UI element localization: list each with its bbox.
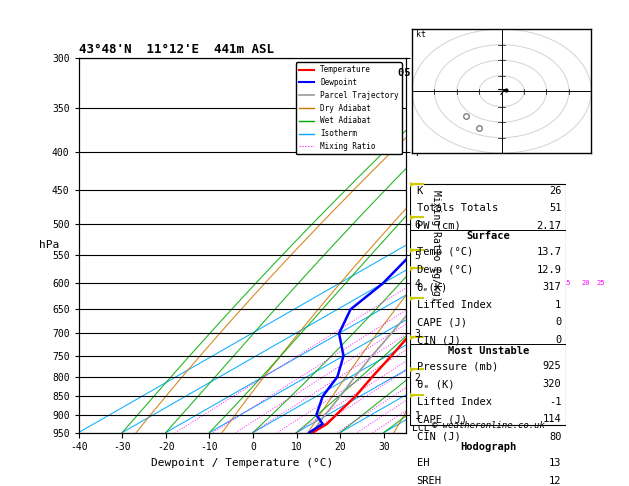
- Text: CIN (J): CIN (J): [416, 432, 460, 442]
- Text: Lifted Index: Lifted Index: [416, 300, 492, 310]
- Text: 12.9: 12.9: [537, 265, 562, 275]
- Text: 3: 3: [468, 280, 472, 286]
- Text: km
ASL: km ASL: [423, 29, 440, 51]
- Text: Most Unstable: Most Unstable: [448, 346, 529, 356]
- Text: 4: 4: [484, 280, 489, 286]
- Bar: [410, 184, 566, 425]
- Text: K: K: [416, 186, 423, 195]
- Text: LCL: LCL: [412, 422, 430, 433]
- Text: 80: 80: [549, 432, 562, 442]
- Text: 114: 114: [543, 414, 562, 424]
- Text: 2: 2: [447, 280, 450, 286]
- Text: -1: -1: [549, 397, 562, 407]
- Text: 1: 1: [555, 300, 562, 310]
- Text: θₑ(K): θₑ(K): [416, 282, 448, 292]
- Text: 25: 25: [596, 280, 604, 286]
- Text: © weatheronline.co.uk: © weatheronline.co.uk: [432, 420, 545, 430]
- Text: CAPE (J): CAPE (J): [416, 317, 467, 328]
- Text: Hodograph: Hodograph: [460, 442, 516, 452]
- Text: 0: 0: [555, 317, 562, 328]
- Text: hPa: hPa: [39, 241, 59, 250]
- Text: 20: 20: [581, 280, 589, 286]
- Text: SREH: SREH: [416, 476, 442, 486]
- Text: 43°48'N  11°12'E  441m ASL: 43°48'N 11°12'E 441m ASL: [79, 43, 274, 56]
- Text: kt: kt: [416, 30, 426, 39]
- Text: Surface: Surface: [466, 231, 510, 242]
- Text: 1: 1: [411, 280, 415, 286]
- Text: 925: 925: [543, 362, 562, 371]
- Text: 8: 8: [525, 280, 529, 286]
- Text: EH: EH: [416, 458, 429, 468]
- Text: Totals Totals: Totals Totals: [416, 203, 498, 213]
- Text: 2.17: 2.17: [537, 221, 562, 231]
- Text: 05.06.2024  00GMT  (Base: 06): 05.06.2024 00GMT (Base: 06): [398, 68, 579, 78]
- Text: 12: 12: [549, 476, 562, 486]
- Legend: Temperature, Dewpoint, Parcel Trajectory, Dry Adiabat, Wet Adiabat, Isotherm, Mi: Temperature, Dewpoint, Parcel Trajectory…: [296, 62, 402, 154]
- Text: 15: 15: [562, 280, 571, 286]
- Text: 317: 317: [543, 282, 562, 292]
- Text: 13: 13: [549, 458, 562, 468]
- X-axis label: Dewpoint / Temperature (°C): Dewpoint / Temperature (°C): [151, 458, 333, 468]
- Text: θₑ (K): θₑ (K): [416, 379, 454, 389]
- Text: 10: 10: [537, 280, 545, 286]
- Text: 26: 26: [549, 186, 562, 195]
- Text: 13.7: 13.7: [537, 247, 562, 257]
- Text: 51: 51: [549, 203, 562, 213]
- Text: Pressure (mb): Pressure (mb): [416, 362, 498, 371]
- Text: PW (cm): PW (cm): [416, 221, 460, 231]
- Text: 0: 0: [555, 335, 562, 345]
- Text: Lifted Index: Lifted Index: [416, 397, 492, 407]
- Text: CAPE (J): CAPE (J): [416, 414, 467, 424]
- Text: 320: 320: [543, 379, 562, 389]
- Text: CIN (J): CIN (J): [416, 335, 460, 345]
- Text: Temp (°C): Temp (°C): [416, 247, 473, 257]
- Y-axis label: Mixing Ratio (g/kg): Mixing Ratio (g/kg): [431, 190, 442, 301]
- Text: 6: 6: [508, 280, 512, 286]
- Text: Dewp (°C): Dewp (°C): [416, 265, 473, 275]
